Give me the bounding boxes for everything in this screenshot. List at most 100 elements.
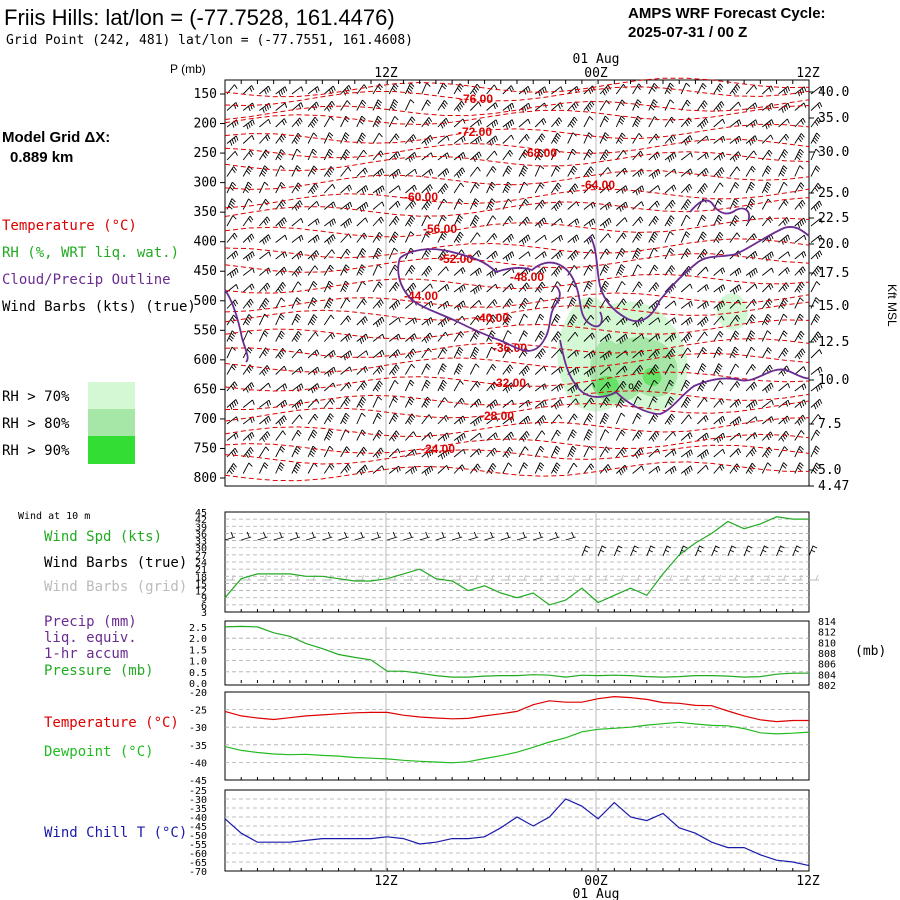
wind-barb [567, 413, 578, 425]
grid-dx-label: Model Grid ΔX: [2, 129, 110, 146]
wind-barb [745, 314, 756, 326]
wind-barb [713, 363, 723, 375]
wind-barb [778, 313, 788, 326]
wind-barb [340, 280, 350, 293]
pressure-right-tick-label: 804 [818, 670, 836, 681]
precip-tick-label: 1.0 [189, 657, 207, 668]
bottom-time-label-1: 12Z [374, 874, 398, 889]
wind-barb [388, 83, 399, 95]
wind-barb [291, 414, 303, 425]
dewpoint-series [224, 721, 810, 764]
wind-barb [405, 151, 417, 163]
wind-barb [680, 248, 691, 260]
wind-barb [307, 265, 319, 276]
grid-wind-barb [500, 574, 511, 581]
wind-barb [258, 165, 269, 177]
rh80-swatch [88, 409, 135, 436]
grid-point-label: Grid Point (242, 481) lat/lon = (-77.755… [6, 33, 413, 48]
wind-barb [469, 232, 481, 243]
wind-barb [664, 134, 676, 144]
wind-barb [502, 134, 515, 144]
wind-speed-tick-label: 39 [195, 522, 207, 533]
height-tick-label: 5.0 [818, 463, 841, 478]
wind-barb [615, 429, 626, 441]
wind-chill-series [224, 798, 810, 867]
wind-barb [275, 118, 287, 128]
wind-barb [713, 231, 724, 244]
wind-barb [323, 264, 334, 276]
wind-barb [616, 350, 628, 359]
wind-barb [567, 462, 578, 474]
wind-barb [551, 182, 562, 194]
grid-wind-barb [273, 574, 284, 581]
surface-pressure-series [224, 625, 809, 678]
wind-barb [242, 251, 255, 262]
wind-barb [518, 149, 529, 161]
wind-barb [697, 397, 708, 408]
wind-barb [648, 349, 660, 359]
wind-barb [405, 134, 417, 144]
wind-barb [550, 445, 561, 458]
wind-barb [226, 399, 239, 410]
wind-barb [242, 198, 253, 210]
surface-wind-barb [695, 545, 704, 557]
wind-barb [697, 100, 708, 111]
wind-barb [275, 365, 287, 375]
wind-barb [405, 282, 417, 294]
wind-barb [275, 313, 285, 326]
wind-barb [762, 102, 774, 112]
wind-barb [226, 314, 238, 326]
wind-barb [388, 99, 399, 111]
wind-barb [615, 115, 626, 128]
wind-barb [648, 282, 660, 293]
pressure-tick-label: 650 [194, 382, 217, 397]
wind-barb [453, 346, 464, 359]
wind-barb [794, 366, 807, 375]
wind-barb [729, 314, 741, 326]
wind-barb [323, 100, 335, 112]
wind-barb [632, 412, 642, 425]
wind-barb [810, 313, 821, 326]
wind-barb [615, 217, 628, 227]
wind-barb [388, 448, 401, 458]
wind-barb [680, 152, 693, 161]
legend-wind-barbs-true: Wind Barbs (true) [44, 555, 187, 571]
wind-barb [551, 117, 563, 128]
temperature-contour [224, 338, 810, 358]
wind-barb [405, 333, 417, 342]
legend-cloud: Cloud/Precip Outline [2, 272, 171, 288]
wind-barb [664, 333, 677, 342]
wind-barb [453, 380, 464, 392]
wind-barb [291, 200, 303, 211]
wind-barb [810, 101, 823, 111]
wind-barb [469, 463, 481, 474]
grid-wind-barb [663, 574, 673, 581]
wind-barb [340, 132, 350, 144]
grid-wind-barb [711, 574, 722, 581]
surface-wind-barb [630, 545, 639, 557]
wind-barb [388, 231, 399, 243]
wind-barb [794, 234, 807, 243]
temperature-contour [224, 433, 810, 454]
wind-barb [356, 84, 368, 95]
wind-barb [242, 399, 255, 408]
surface-wind-barb [484, 531, 495, 541]
wind-barb [664, 282, 676, 294]
wind-barb [664, 199, 676, 210]
wind-barb [502, 251, 515, 262]
wind-barb [648, 215, 659, 227]
cloud-outline [224, 199, 810, 415]
wind-speed-tick-label: 27 [195, 551, 207, 562]
height-tick-label: 15.0 [818, 299, 849, 314]
wind-barb [745, 84, 757, 95]
wind-barb [680, 414, 692, 425]
wind-barb [680, 82, 691, 95]
wind-barb [778, 383, 791, 392]
wind-barb [697, 135, 709, 144]
wind-barb [259, 415, 271, 425]
wind-barb [729, 267, 742, 277]
wind-barb [372, 365, 384, 375]
wind-barb [680, 449, 693, 458]
temperature-contour [224, 238, 810, 259]
wind-barb [388, 115, 399, 128]
